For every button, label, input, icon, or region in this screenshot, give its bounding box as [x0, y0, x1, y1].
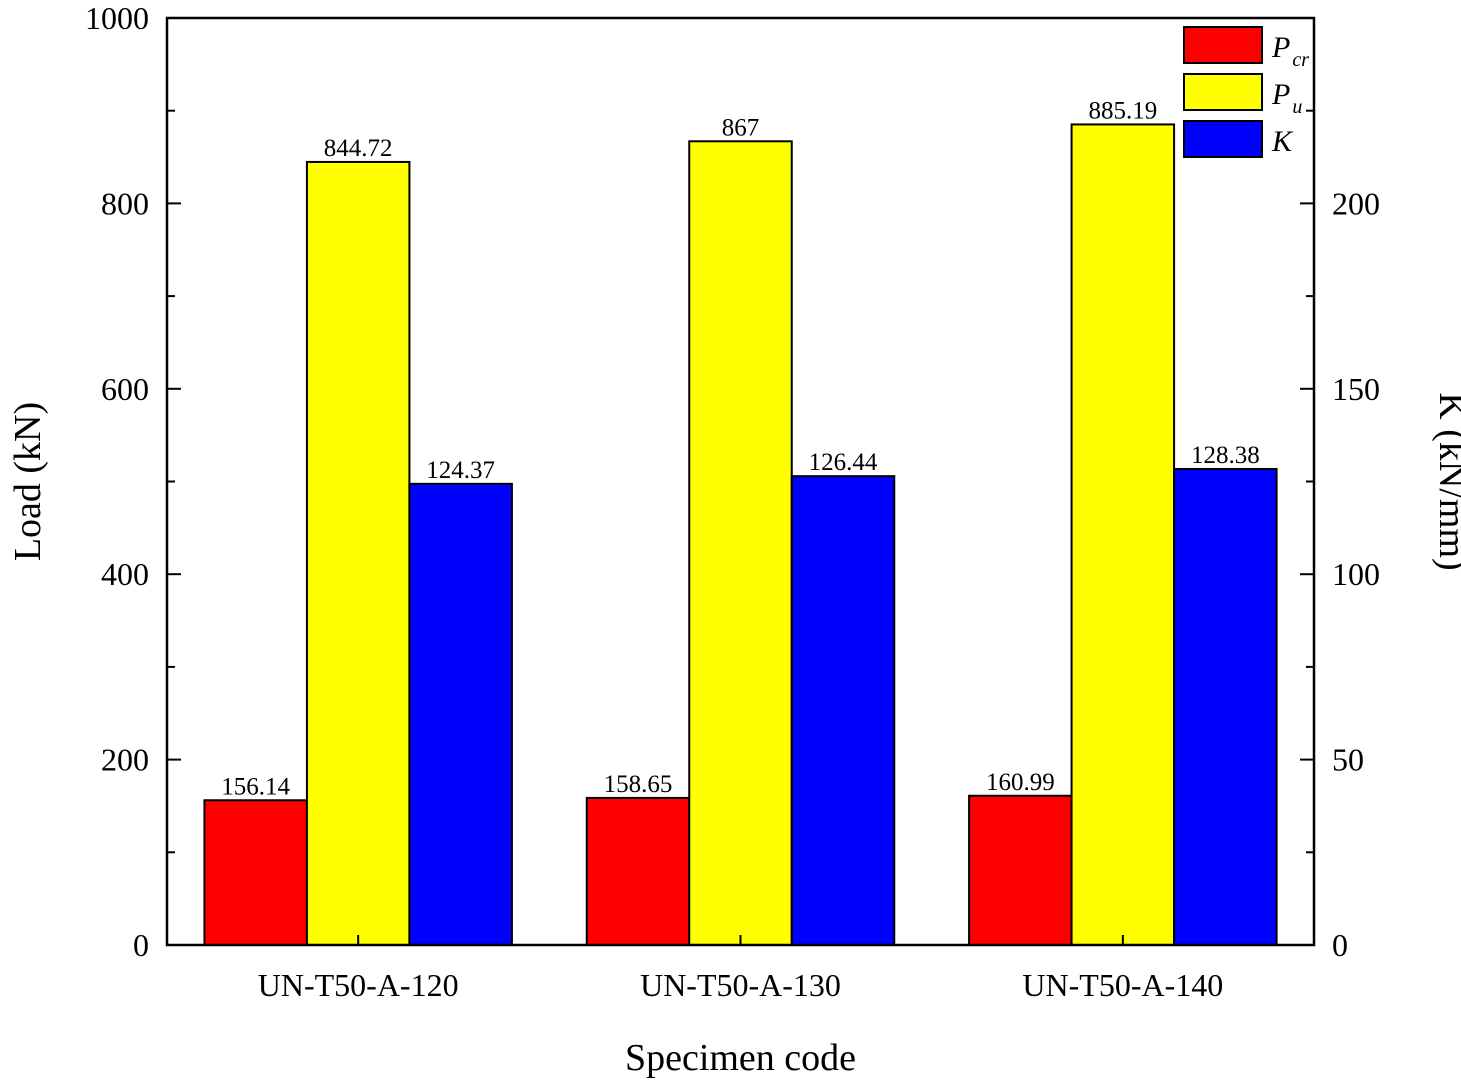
x-axis-title: Specimen code — [625, 1037, 856, 1079]
right-tick-label: 50 — [1332, 742, 1364, 778]
data-label-k-3: 128.38 — [1191, 442, 1260, 469]
data-labels-layer: 156.14 844.72 124.37 158.65 867 126.44 160.99 8… — [221, 97, 1259, 800]
data-label-pcr-1: 156.14 — [221, 773, 290, 800]
data-label-pu-1: 844.72 — [324, 135, 393, 162]
legend-label-k: K — [1271, 125, 1294, 158]
right-axis: 0 50 100 150 200 — [1300, 17, 1380, 963]
x-axis: UN-T50-A-120 UN-T50-A-130 UN-T50-A-140 — [258, 935, 1223, 1003]
left-tick-label: 200 — [101, 742, 149, 778]
legend-swatch-pu — [1183, 73, 1263, 111]
legend-swatch-k — [1183, 120, 1263, 158]
right-tick-label: 200 — [1332, 185, 1380, 221]
category-label: UN-T50-A-140 — [1022, 967, 1223, 1003]
right-tick-label: 0 — [1332, 927, 1348, 963]
category-label: UN-T50-A-120 — [258, 967, 459, 1003]
data-label-pu-2: 867 — [722, 114, 760, 141]
left-tick-label: 400 — [101, 556, 149, 592]
left-tick-label: 0 — [133, 927, 149, 963]
right-tick-label: 100 — [1332, 556, 1380, 592]
bar-pcr-1 — [203, 799, 308, 947]
bar-k-3 — [1173, 467, 1278, 946]
data-label-pcr-2: 158.65 — [604, 771, 673, 798]
left-axis: 0 200 400 600 800 1000 — [85, 0, 181, 963]
y-axis-title: Load (kN) — [7, 402, 49, 561]
data-label-k-1: 124.37 — [426, 457, 495, 484]
bar-pu-2 — [688, 140, 793, 946]
bar-pcr-3 — [968, 794, 1073, 946]
bar-pu-3 — [1070, 123, 1176, 946]
category-label: UN-T50-A-130 — [640, 967, 841, 1003]
legend-swatch-pcr — [1183, 26, 1263, 64]
bar-k-1 — [408, 482, 513, 946]
data-label-pu-3: 885.19 — [1088, 97, 1157, 124]
bar-pu-1 — [305, 160, 411, 946]
bars-layer — [203, 123, 1278, 947]
bar-k-2 — [790, 475, 896, 946]
data-label-pcr-3: 160.99 — [986, 769, 1055, 796]
y2-axis-title: K (kN/mm) — [1431, 392, 1461, 570]
bar-pcr-2 — [585, 796, 691, 946]
left-tick-label: 800 — [101, 185, 149, 221]
data-label-k-2: 126.44 — [809, 449, 878, 476]
left-tick-label: 600 — [101, 371, 149, 407]
left-tick-label: 1000 — [85, 0, 149, 36]
right-tick-label: 150 — [1332, 371, 1380, 407]
